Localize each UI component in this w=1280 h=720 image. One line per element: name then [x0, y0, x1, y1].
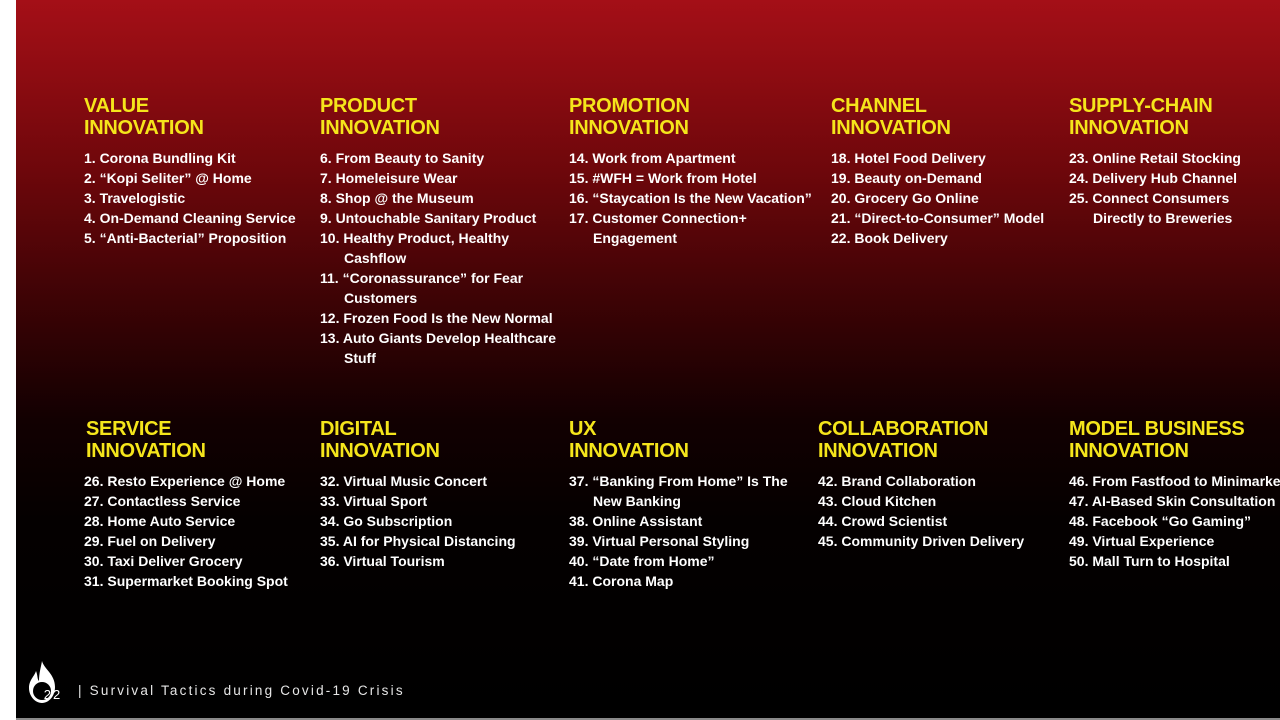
column-value-innovation: VALUE INNOVATION 1. Corona Bundling Kit …	[84, 95, 296, 248]
list-item: 16. “Staycation Is the New Vacation”	[569, 190, 812, 206]
list-item: 11. “Coronassurance” for Fear Customers	[320, 270, 524, 306]
list-item: 12. Frozen Food Is the New Normal	[320, 310, 553, 326]
list-item: 23. Online Retail Stocking	[1069, 150, 1241, 166]
list-item: 22. Book Delivery	[831, 230, 948, 246]
list-item: 41. Corona Map	[569, 573, 674, 589]
column-model-business-innovation: MODEL BUSINESS INNOVATION 46. From Fastf…	[1069, 418, 1280, 571]
column-product-innovation: PRODUCT INNOVATION 6. From Beauty to San…	[320, 95, 564, 368]
list-item: 47. AI-Based Skin Consultation	[1069, 493, 1276, 509]
column-heading: PRODUCT INNOVATION	[320, 95, 440, 139]
column-ux-innovation: UX INNOVATION 37. “Banking From Home” Is…	[569, 418, 793, 591]
column-heading: DIGITAL INNOVATION	[320, 418, 440, 462]
innovation-list: 18. Hotel Food Delivery 19. Beauty on-De…	[831, 148, 1044, 248]
list-item: 36. Virtual Tourism	[320, 553, 445, 569]
column-heading: CHANNEL INNOVATION	[831, 95, 951, 139]
list-item: 25. Connect Consumers Directly to Brewer…	[1069, 190, 1233, 226]
list-item: 44. Crowd Scientist	[818, 513, 948, 529]
column-service-innovation: SERVICE INNOVATION 26. Resto Experience …	[84, 418, 288, 591]
list-item: 4. On-Demand Cleaning Service	[84, 210, 296, 226]
list-item: 14. Work from Apartment	[569, 150, 736, 166]
column-digital-innovation: DIGITAL INNOVATION 32. Virtual Music Con…	[320, 418, 516, 571]
list-item: 43. Cloud Kitchen	[818, 493, 937, 509]
list-item: 18. Hotel Food Delivery	[831, 150, 986, 166]
list-item: 46. From Fastfood to Minimarket	[1069, 473, 1280, 489]
flame-icon	[29, 661, 55, 703]
innovation-list: 46. From Fastfood to Minimarket 47. AI-B…	[1069, 471, 1280, 571]
list-item: 26. Resto Experience @ Home	[84, 473, 286, 489]
list-item: 6. From Beauty to Sanity	[320, 150, 485, 166]
footer-title: | Survival Tactics during Covid-19 Crisi…	[78, 683, 405, 698]
list-item: 5. “Anti-Bacterial” Proposition	[84, 230, 287, 246]
list-item: 45. Community Driven Delivery	[818, 533, 1025, 549]
list-item: 38. Online Assistant	[569, 513, 703, 529]
column-heading: VALUE INNOVATION	[84, 95, 204, 139]
left-margin-strip	[0, 0, 16, 720]
column-heading: SERVICE INNOVATION	[86, 418, 206, 462]
list-item: 30. Taxi Deliver Grocery	[84, 553, 243, 569]
list-item: 29. Fuel on Delivery	[84, 533, 216, 549]
list-item: 28. Home Auto Service	[84, 513, 236, 529]
innovation-list: 26. Resto Experience @ Home 27. Contactl…	[84, 471, 288, 591]
list-item: 32. Virtual Music Concert	[320, 473, 488, 489]
list-item: 1. Corona Bundling Kit	[84, 150, 236, 166]
list-item: 2. “Kopi Seliter” @ Home	[84, 170, 252, 186]
slide: VALUE INNOVATION 1. Corona Bundling Kit …	[16, 0, 1280, 720]
list-item: 24. Delivery Hub Channel	[1069, 170, 1238, 186]
list-item: 37. “Banking From Home” Is The New Banki…	[569, 473, 788, 509]
list-item: 34. Go Subscription	[320, 513, 453, 529]
list-item: 40. “Date from Home”	[569, 553, 715, 569]
column-heading: COLLABORATION INNOVATION	[818, 418, 989, 462]
innovation-list: 23. Online Retail Stocking 24. Delivery …	[1069, 148, 1273, 228]
list-item: 31. Supermarket Booking Spot	[84, 573, 288, 589]
innovation-list: 37. “Banking From Home” Is The New Banki…	[569, 471, 793, 591]
list-item: 50. Mall Turn to Hospital	[1069, 553, 1230, 569]
innovation-list: 42. Brand Collaboration 43. Cloud Kitche…	[818, 471, 1024, 551]
list-item: 39. Virtual Personal Styling	[569, 533, 750, 549]
list-item: 8. Shop @ the Museum	[320, 190, 474, 206]
list-item: 35. AI for Physical Distancing	[320, 533, 516, 549]
list-item: 7. Homeleisure Wear	[320, 170, 458, 186]
list-item: 17. Customer Connection+ Engagement	[569, 210, 747, 246]
column-channel-innovation: CHANNEL INNOVATION 18. Hotel Food Delive…	[831, 95, 1044, 248]
column-heading: SUPPLY-CHAIN INNOVATION	[1069, 95, 1213, 139]
column-heading: MODEL BUSINESS INNOVATION	[1069, 418, 1245, 462]
list-item: 13. Auto Giants Develop Healthcare Stuff	[320, 330, 556, 366]
list-item: 3. Travelogistic	[84, 190, 186, 206]
list-item: 27. Contactless Service	[84, 493, 241, 509]
innovation-list: 32. Virtual Music Concert 33. Virtual Sp…	[320, 471, 516, 571]
list-item: 15. #WFH = Work from Hotel	[569, 170, 757, 186]
list-item: 10. Healthy Product, Healthy Cashflow	[320, 230, 510, 266]
list-item: 33. Virtual Sport	[320, 493, 428, 509]
column-heading: PROMOTION INNOVATION	[569, 95, 690, 139]
list-item: 20. Grocery Go Online	[831, 190, 979, 206]
list-item: 48. Facebook “Go Gaming”	[1069, 513, 1252, 529]
innovation-list: 1. Corona Bundling Kit 2. “Kopi Seliter”…	[84, 148, 296, 248]
innovation-list: 6. From Beauty to Sanity 7. Homeleisure …	[320, 148, 564, 368]
page-number: 22	[43, 687, 63, 702]
column-supply-chain-innovation: SUPPLY-CHAIN INNOVATION 23. Online Retai…	[1069, 95, 1273, 228]
list-item: 19. Beauty on-Demand	[831, 170, 982, 186]
column-collaboration-innovation: COLLABORATION INNOVATION 42. Brand Colla…	[818, 418, 1024, 551]
list-item: 21. “Direct-to-Consumer” Model	[831, 210, 1045, 226]
column-heading: UX INNOVATION	[569, 418, 689, 462]
bottom-divider	[16, 718, 1280, 720]
list-item: 9. Untouchable Sanitary Product	[320, 210, 537, 226]
innovation-list: 14. Work from Apartment 15. #WFH = Work …	[569, 148, 812, 248]
list-item: 49. Virtual Experience	[1069, 533, 1215, 549]
list-item: 42. Brand Collaboration	[818, 473, 976, 489]
column-promotion-innovation: PROMOTION INNOVATION 14. Work from Apart…	[569, 95, 812, 248]
